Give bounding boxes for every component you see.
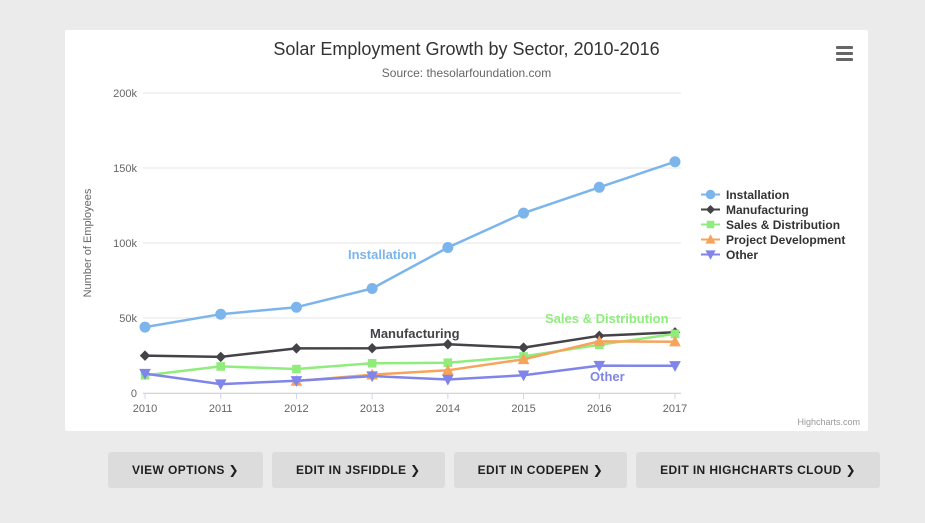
series-label-manufacturing: Manufacturing xyxy=(370,326,460,341)
series-point-manufacturing[interactable] xyxy=(291,343,302,354)
series-point-other[interactable] xyxy=(214,379,227,391)
legend-marker-symbol xyxy=(705,189,716,200)
series-point-installation[interactable] xyxy=(669,156,681,168)
series-point-other[interactable] xyxy=(442,374,454,386)
series-point-installation[interactable] xyxy=(215,308,227,320)
edit-in-highcharts-cloud-button[interactable]: EDIT IN HIGHCHARTS CLOUD ❯ xyxy=(636,452,880,488)
series-point-other[interactable] xyxy=(139,368,151,380)
series-point-sales-distribution[interactable] xyxy=(367,359,377,368)
series-label-sales-distribution: Sales & Distribution xyxy=(545,311,669,326)
diamond-marker-icon xyxy=(701,204,720,215)
x-axis-label: 2013 xyxy=(360,403,384,415)
chart-card: Solar Employment Growth by Sector, 2010-… xyxy=(65,30,868,431)
legend-label: Installation xyxy=(726,187,790,202)
x-axis-label: 2015 xyxy=(511,403,535,415)
legend-item-manufacturing[interactable]: Manufacturing xyxy=(701,202,845,217)
series-line-manufacturing[interactable] xyxy=(143,331,677,359)
series-point-project-development[interactable] xyxy=(669,335,681,347)
legend-marker-symbol xyxy=(706,220,715,229)
series-point-sales-distribution[interactable] xyxy=(292,364,301,374)
y-axis-label: 150k xyxy=(113,163,137,175)
series-point-manufacturing[interactable] xyxy=(366,343,378,354)
edit-in-codepen-button[interactable]: EDIT IN CODEPEN ❯ xyxy=(453,452,628,488)
legend-marker-symbol xyxy=(705,234,716,244)
y-axis-label: 200k xyxy=(113,88,137,100)
series-label-other: Other xyxy=(590,369,625,384)
x-axis-label: 2012 xyxy=(284,403,308,415)
series-point-installation[interactable] xyxy=(290,301,302,313)
y-axis-label: 0 xyxy=(131,388,137,400)
circle-marker-icon xyxy=(701,189,720,200)
series-point-manufacturing[interactable] xyxy=(139,350,151,361)
edit-in-jsfiddle-button[interactable]: EDIT IN JSFIDDLE ❯ xyxy=(272,452,445,488)
legend-item-other[interactable]: Other xyxy=(701,247,845,262)
legend-label: Sales & Distribution xyxy=(726,217,841,232)
y-axis-label: 50k xyxy=(119,313,137,325)
legend-label: Manufacturing xyxy=(726,202,809,217)
legend-label: Project Development xyxy=(726,232,846,247)
legend-item-sales-distribution[interactable]: Sales & Distribution xyxy=(701,217,845,232)
y-axis-label: 100k xyxy=(113,238,137,250)
series-point-other[interactable] xyxy=(517,370,530,382)
series-point-installation[interactable] xyxy=(593,181,605,193)
series-point-manufacturing[interactable] xyxy=(442,339,454,350)
series-point-installation[interactable] xyxy=(366,283,378,294)
series-point-project-development[interactable] xyxy=(517,353,530,365)
x-axis-label: 2010 xyxy=(133,403,157,415)
triangle-marker-icon xyxy=(701,234,720,244)
series-point-project-development[interactable] xyxy=(593,335,606,347)
series-line-other[interactable] xyxy=(143,364,677,386)
series-point-other[interactable] xyxy=(366,371,378,383)
square-marker-icon xyxy=(701,220,720,229)
toolbar: VIEW OPTIONS ❯ EDIT IN JSFIDDLE ❯ EDIT I… xyxy=(108,452,880,488)
series-point-sales-distribution[interactable] xyxy=(216,362,226,371)
series-line-installation[interactable] xyxy=(143,160,677,329)
series-point-other[interactable] xyxy=(290,376,303,387)
series-point-other[interactable] xyxy=(593,360,606,372)
chart-plot-area: 0 50k 100k 150k 200k 2010 2011 2012 2013 2014 2015… xyxy=(113,88,687,415)
legend-marker-symbol xyxy=(705,250,716,260)
series-point-installation[interactable] xyxy=(442,242,454,253)
legend-item-installation[interactable]: Installation xyxy=(701,187,845,202)
legend: Installation Manufacturing Sales & Distrib… xyxy=(701,187,845,262)
chart-subtitle: Source: thesolarfoundation.com xyxy=(381,66,552,80)
series-point-installation[interactable] xyxy=(139,321,151,333)
legend-marker-symbol xyxy=(705,204,716,215)
x-axis-label: 2014 xyxy=(436,403,460,415)
highcharts-credit-link[interactable]: Highcharts.com xyxy=(797,417,860,427)
series-label-installation: Installation xyxy=(348,247,417,262)
chart-context-menu-button[interactable] xyxy=(832,40,858,64)
series-point-sales-distribution[interactable] xyxy=(443,358,453,368)
series-line-sales-distribution[interactable] xyxy=(143,332,677,377)
series-point-installation[interactable] xyxy=(518,207,530,219)
series-point-sales-distribution[interactable] xyxy=(670,329,680,339)
legend-item-project-development[interactable]: Project Development xyxy=(701,232,845,247)
x-axis-label: 2016 xyxy=(587,403,611,415)
series-point-project-development[interactable] xyxy=(442,364,454,376)
series-point-manufacturing[interactable] xyxy=(215,351,226,363)
hamburger-icon xyxy=(836,46,854,61)
legend-label: Other xyxy=(726,247,759,262)
chart-title: Solar Employment Growth by Sector, 2010-… xyxy=(273,39,660,59)
view-options-button[interactable]: VIEW OPTIONS ❯ xyxy=(108,452,263,488)
series-point-manufacturing[interactable] xyxy=(518,342,529,353)
x-axis-label: 2017 xyxy=(663,403,687,415)
series-point-other[interactable] xyxy=(669,361,681,372)
triangle-down-marker-icon xyxy=(701,250,720,260)
x-axis-label: 2011 xyxy=(209,403,233,415)
